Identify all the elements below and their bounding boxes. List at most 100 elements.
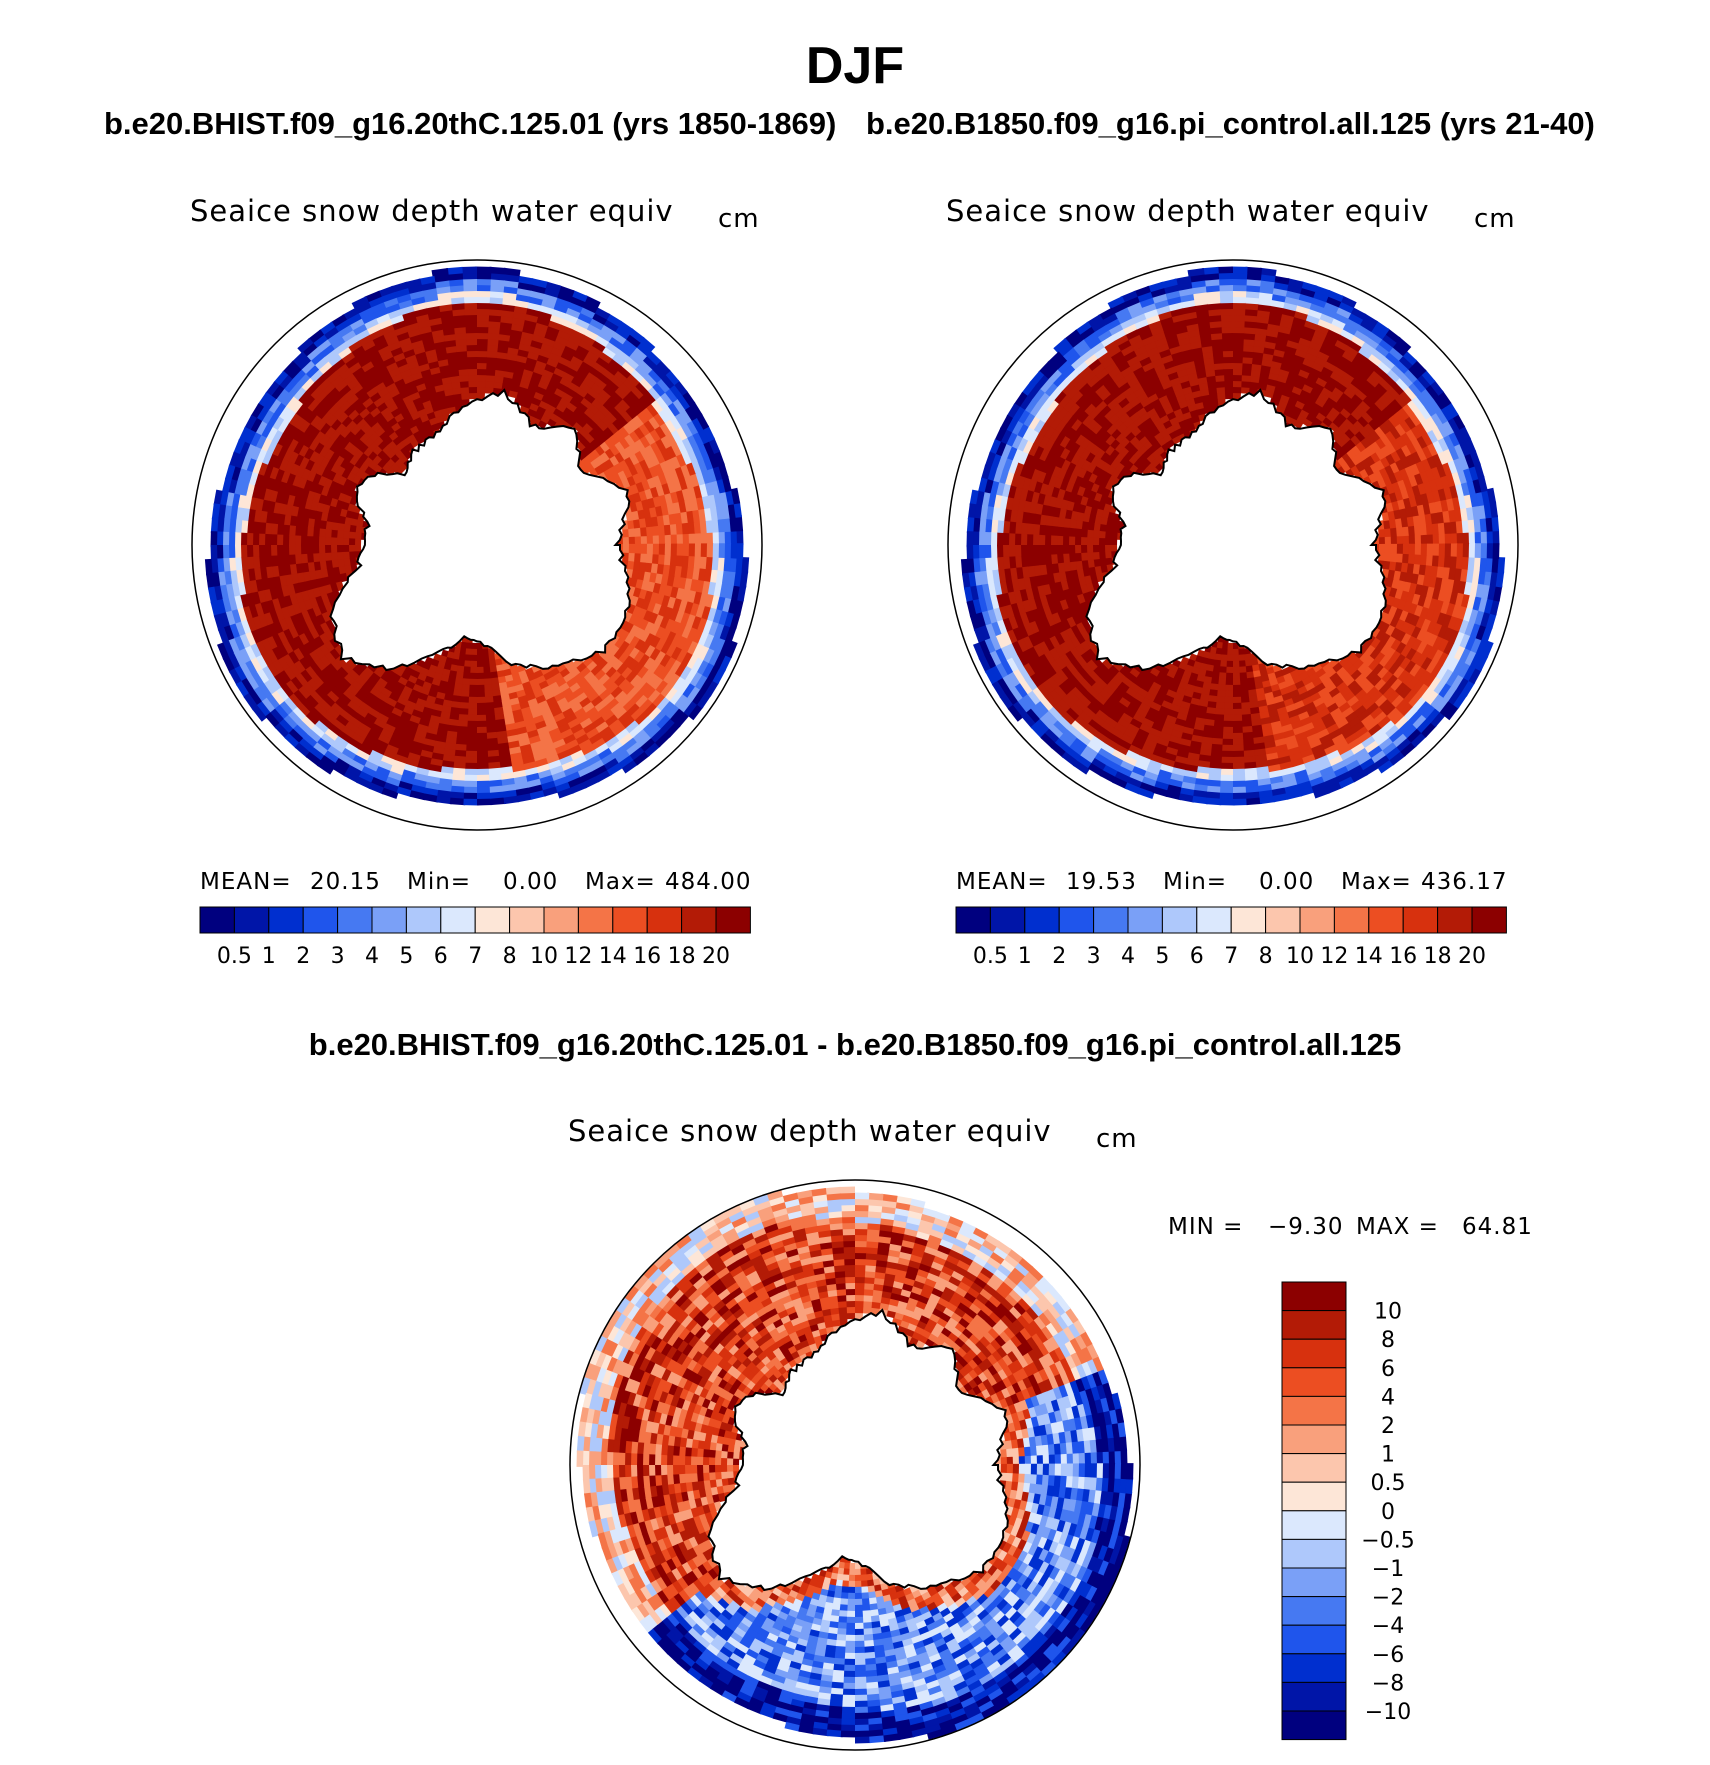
map-cell	[319, 560, 327, 571]
map-cell	[441, 382, 453, 391]
map-cell	[634, 543, 642, 554]
map-cell	[246, 556, 255, 571]
map-cell	[323, 448, 335, 461]
map-cell	[638, 422, 651, 437]
map-cell	[1152, 696, 1165, 707]
map-cell	[1060, 619, 1072, 632]
map-cell	[254, 420, 268, 437]
map-cell	[449, 296, 465, 305]
map-cell	[1158, 705, 1172, 716]
map-cell	[1231, 368, 1243, 376]
map-cell	[297, 432, 310, 447]
map-cell	[1210, 338, 1223, 347]
map-cell	[622, 698, 637, 712]
map-cell	[601, 752, 618, 766]
map-cell	[447, 676, 457, 684]
map-cell	[1040, 396, 1055, 412]
map-cell	[1167, 345, 1182, 356]
map-cell	[660, 573, 670, 586]
map-cell	[477, 702, 487, 710]
map-cell	[626, 474, 637, 487]
map-cell	[348, 716, 363, 730]
map-cell	[1050, 535, 1058, 547]
map-cell	[562, 312, 579, 324]
map-cell	[455, 350, 468, 359]
map-cell	[1071, 339, 1088, 354]
map-cell	[287, 710, 303, 727]
map-cell	[1411, 377, 1427, 393]
map-cell	[1020, 533, 1028, 547]
map-cell	[647, 415, 661, 430]
map-cell	[456, 362, 468, 371]
map-cell	[448, 284, 464, 293]
map-cell	[1256, 382, 1268, 391]
map-cell	[1039, 595, 1049, 609]
map-cell	[462, 672, 472, 680]
map-cell	[313, 442, 325, 456]
map-cell	[254, 603, 265, 618]
map-cell	[362, 697, 376, 709]
map-cell	[1107, 511, 1116, 521]
map-cell	[344, 517, 352, 526]
map-cell	[1117, 717, 1132, 730]
map-cell	[1378, 536, 1386, 545]
map-cell	[722, 596, 733, 613]
case-units: cm	[718, 204, 760, 234]
map-cell	[439, 778, 454, 787]
map-cell	[283, 514, 292, 527]
map-cell	[436, 795, 453, 805]
map-cell	[398, 780, 415, 792]
map-cell	[213, 613, 225, 631]
map-cell	[972, 531, 980, 547]
map-cell	[372, 744, 388, 757]
map-cell	[452, 393, 462, 401]
map-cell	[1207, 658, 1216, 667]
map-cell	[575, 386, 588, 398]
map-cell	[1140, 361, 1155, 373]
map-cell	[1201, 657, 1210, 665]
map-cell	[707, 664, 721, 682]
map-cell	[966, 517, 975, 534]
map-cell	[1125, 301, 1142, 314]
map-cell	[1080, 529, 1088, 539]
map-cell	[1002, 520, 1011, 535]
map-cell	[235, 621, 247, 638]
map-cell	[355, 749, 372, 762]
map-cell	[1297, 336, 1312, 348]
map-cell	[411, 301, 427, 312]
map-cell	[1041, 473, 1052, 487]
map-cell	[1450, 531, 1458, 545]
map-cell	[503, 267, 521, 277]
map-cell	[1327, 322, 1344, 335]
map-cell	[1259, 668, 1269, 677]
map-cell	[341, 748, 358, 762]
map-cell	[1192, 297, 1208, 307]
map-cell	[1397, 354, 1413, 370]
map-cell	[577, 712, 591, 724]
map-cell	[1415, 434, 1428, 449]
map-cell	[228, 532, 236, 547]
map-cell	[622, 543, 630, 553]
map-cell	[1064, 570, 1073, 582]
map-cell	[1293, 399, 1305, 410]
map-cell	[502, 279, 519, 289]
map-cell	[1033, 644, 1045, 659]
map-cell	[256, 669, 270, 686]
map-cell	[1424, 512, 1433, 525]
map-cell	[542, 331, 558, 342]
map-cell	[1064, 450, 1076, 464]
map-cell	[277, 631, 289, 646]
map-cell	[1080, 545, 1088, 554]
map-cell	[541, 368, 554, 379]
map-cell	[692, 628, 704, 644]
map-cell	[975, 612, 987, 630]
map-cell	[592, 737, 608, 750]
map-cell	[1407, 363, 1423, 380]
map-cell	[1408, 534, 1416, 545]
map-cell	[1155, 691, 1168, 702]
map-cell	[354, 545, 362, 553]
map-cell	[252, 545, 260, 559]
map-cell	[1104, 737, 1120, 751]
map-cell	[1272, 793, 1289, 803]
map-cell	[436, 728, 449, 738]
